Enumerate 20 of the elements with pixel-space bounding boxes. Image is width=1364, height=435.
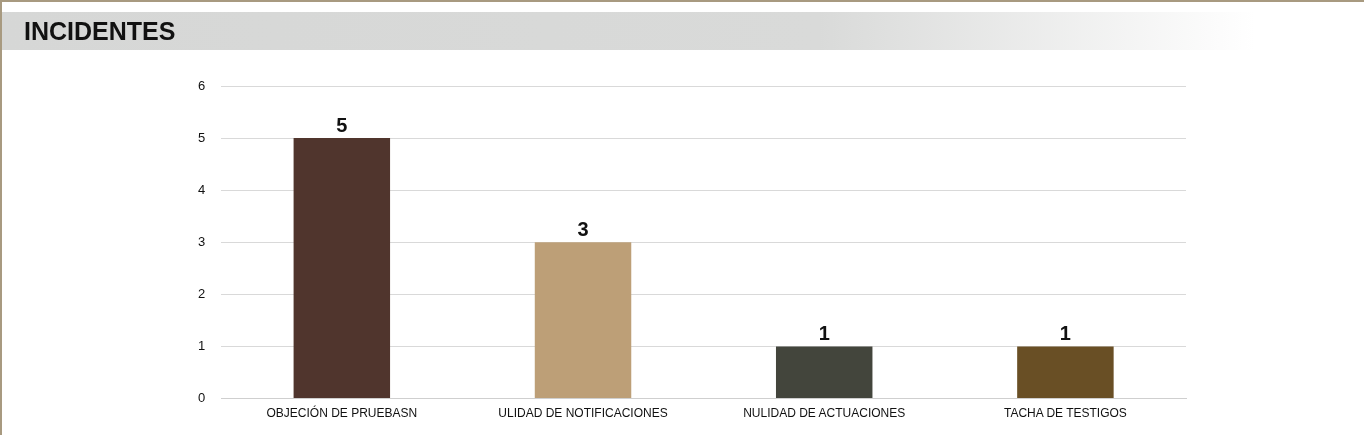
x-tick-label: NULIDAD DE ACTUACIONES bbox=[743, 406, 906, 421]
bar bbox=[775, 346, 873, 399]
y-tick-label: 6 bbox=[198, 77, 206, 93]
chart-title: INCIDENTES bbox=[2, 12, 1364, 50]
x-tick-label: ULIDAD DE NOTIFICACIONES bbox=[498, 406, 668, 421]
y-tick-label: 1 bbox=[198, 338, 206, 354]
data-label: 3 bbox=[577, 217, 589, 240]
x-tick-label: OBJECIÓN DE PRUEBASN bbox=[266, 405, 418, 421]
bar bbox=[534, 242, 632, 399]
data-label: 5 bbox=[336, 113, 348, 136]
y-tick-label: 4 bbox=[198, 181, 206, 197]
bar bbox=[293, 138, 391, 399]
y-tick-label: 2 bbox=[198, 285, 206, 301]
data-label: 1 bbox=[818, 322, 830, 345]
bar bbox=[1017, 346, 1114, 399]
y-tick-label: 5 bbox=[198, 129, 206, 145]
data-label: 1 bbox=[1059, 322, 1071, 345]
y-tick-label: 0 bbox=[198, 390, 206, 406]
y-tick-label: 3 bbox=[198, 233, 206, 249]
x-tick-label: TACHA DE TESTIGOS bbox=[1003, 406, 1127, 421]
